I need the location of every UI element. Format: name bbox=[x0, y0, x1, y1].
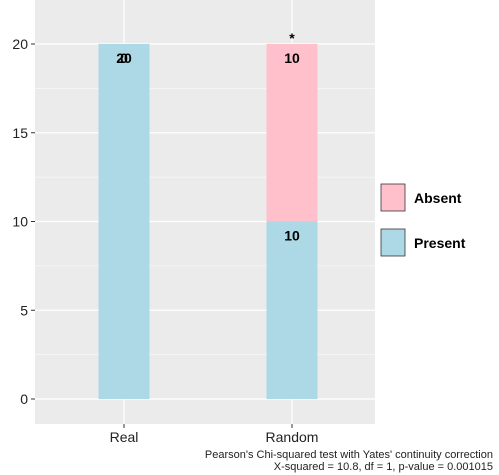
y-tick-label: 20 bbox=[12, 36, 28, 52]
data-label-real-absent: 0 bbox=[120, 50, 128, 66]
plot-panel bbox=[35, 0, 375, 424]
y-tick-label: 10 bbox=[12, 214, 28, 230]
y-tick-label: 5 bbox=[20, 302, 28, 318]
axes: 0 5 10 15 20 Real Random bbox=[12, 36, 318, 445]
x-tick-label-real: Real bbox=[110, 429, 139, 445]
data-label-real-present: 20 bbox=[116, 50, 132, 66]
x-tick-label-random: Random bbox=[266, 429, 319, 445]
data-label-random-absent: 10 bbox=[284, 50, 300, 66]
bar-random-absent bbox=[266, 44, 318, 222]
y-tick-label: 0 bbox=[20, 391, 28, 407]
bar-random-present bbox=[266, 221, 318, 399]
bar-real-present bbox=[98, 44, 150, 399]
caption: Pearson's Chi-squared test with Yates' c… bbox=[205, 449, 493, 473]
legend-label-absent: Absent bbox=[414, 190, 462, 206]
significance-marker: * bbox=[289, 30, 295, 46]
y-tick-label: 15 bbox=[12, 125, 28, 141]
caption-line-2: X-squared = 10.8, df = 1, p-value = 0.00… bbox=[274, 461, 493, 473]
legend-swatch-absent bbox=[380, 183, 406, 212]
data-label-random-present: 10 bbox=[284, 228, 300, 244]
legend-label-present: Present bbox=[414, 235, 466, 251]
legend-swatch-present bbox=[380, 228, 406, 257]
bars bbox=[98, 44, 318, 399]
data-labels: 200 10 10 * bbox=[116, 30, 300, 244]
caption-line-1: Pearson's Chi-squared test with Yates' c… bbox=[205, 449, 493, 461]
legend: Absent Present bbox=[380, 183, 466, 257]
